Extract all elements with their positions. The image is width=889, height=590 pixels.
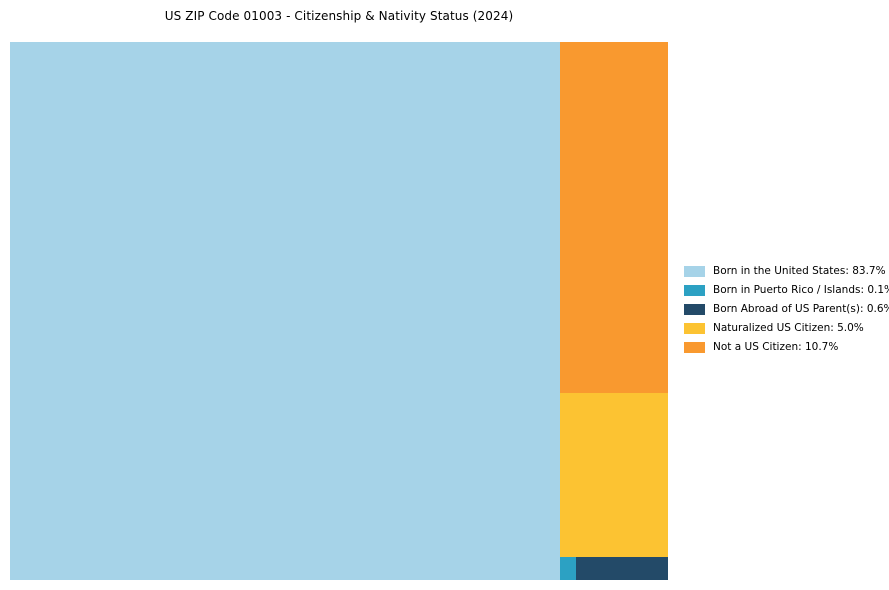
legend-item: Born in the United States: 83.7% [684, 266, 889, 277]
legend-item: Naturalized US Citizen: 5.0% [684, 323, 889, 334]
legend-swatch [684, 342, 705, 353]
treemap-rect-not-a-us-citizen [560, 42, 668, 393]
legend: Born in the United States: 83.7% Born in… [684, 266, 889, 353]
legend-swatch [684, 323, 705, 334]
legend-label: Naturalized US Citizen: 5.0% [713, 322, 864, 334]
chart-title: US ZIP Code 01003 - Citizenship & Nativi… [164, 9, 514, 23]
legend-item: Born in Puerto Rico / Islands: 0.1% [684, 285, 889, 296]
treemap-rect-naturalized-us-citizen [560, 393, 668, 558]
legend-label: Born in Puerto Rico / Islands: 0.1% [713, 284, 889, 296]
legend-label: Born in the United States: 83.7% [713, 265, 886, 277]
legend-label: Born Abroad of US Parent(s): 0.6% [713, 303, 889, 315]
legend-label: Not a US Citizen: 10.7% [713, 341, 839, 353]
treemap-rect-born-in-puerto-rico [560, 557, 576, 580]
treemap-rect-born-in-us [10, 42, 561, 580]
legend-swatch [684, 266, 705, 277]
legend-item: Born Abroad of US Parent(s): 0.6% [684, 304, 889, 315]
treemap-rect-born-abroad [575, 557, 668, 580]
legend-item: Not a US Citizen: 10.7% [684, 342, 889, 353]
treemap-plot [10, 42, 668, 580]
legend-swatch [684, 285, 705, 296]
legend-swatch [684, 304, 705, 315]
